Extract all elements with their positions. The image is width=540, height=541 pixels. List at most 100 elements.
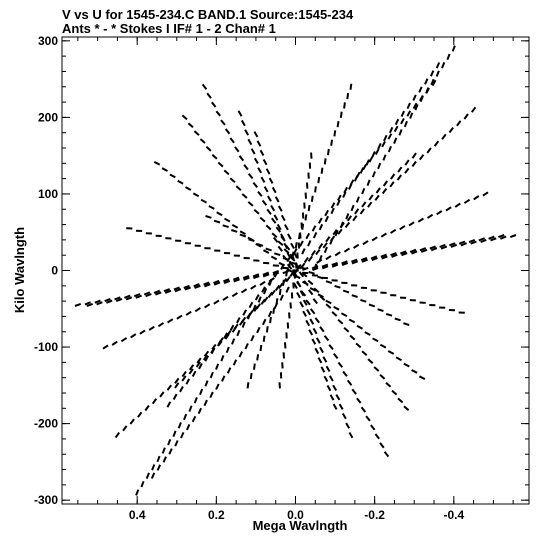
uv-point <box>380 232 387 238</box>
uv-point <box>256 140 262 147</box>
uv-point <box>247 138 253 146</box>
uv-point <box>463 113 469 120</box>
uv-point <box>198 363 203 370</box>
uv-point <box>429 70 435 77</box>
uv-point <box>397 166 403 173</box>
y-tick-label: 200 <box>38 110 58 124</box>
uv-point <box>226 367 232 374</box>
uv-point <box>291 251 295 258</box>
uv-point <box>250 284 257 290</box>
uv-point <box>275 226 282 233</box>
uv-point <box>267 291 273 298</box>
uv-point <box>296 280 302 287</box>
uv-point <box>393 137 398 144</box>
uv-point <box>199 138 206 144</box>
uv-point <box>371 151 376 158</box>
uv-point <box>349 83 353 90</box>
uv-point <box>286 252 292 259</box>
uv-point <box>463 198 471 204</box>
uv-point <box>355 196 360 203</box>
uv-track-12 <box>205 215 410 326</box>
uv-point <box>307 204 311 212</box>
uv-track-5 <box>316 191 489 264</box>
uv-point <box>253 305 259 312</box>
uv-point <box>271 217 277 224</box>
uv-point <box>408 221 415 227</box>
uv-point <box>224 333 230 340</box>
uv-point <box>246 382 250 389</box>
uv-point <box>167 318 174 324</box>
uv-point <box>339 111 343 118</box>
chart-title-line1: V vs U for 1545-234.C BAND.1 Source:1545… <box>62 7 354 22</box>
uv-point <box>333 130 337 137</box>
uv-point <box>114 432 121 439</box>
uv-point <box>229 177 236 184</box>
uv-point <box>191 415 197 423</box>
uv-point <box>403 405 410 412</box>
uv-point <box>482 191 489 197</box>
uv-point <box>325 255 332 261</box>
uv-point <box>275 298 279 305</box>
uv-point <box>382 180 389 187</box>
uv-point <box>341 261 349 267</box>
uv-point <box>360 406 367 413</box>
uv-point <box>336 120 340 128</box>
uv-point <box>243 164 249 171</box>
uv-point <box>280 214 286 222</box>
uv-point <box>303 256 309 264</box>
uv-point <box>120 337 128 343</box>
uv-point <box>205 146 212 152</box>
uv-point <box>430 247 438 252</box>
uv-point <box>331 261 338 266</box>
uv-point <box>340 312 348 317</box>
uv-point <box>229 137 235 144</box>
uv-point <box>208 205 215 210</box>
uv-point <box>343 326 350 333</box>
uv-point <box>280 233 285 240</box>
uv-point <box>231 229 238 233</box>
uv-point <box>231 224 239 229</box>
uv-point <box>294 274 301 280</box>
uv-point <box>318 243 324 250</box>
uv-point <box>426 147 432 154</box>
uv-point <box>362 240 369 246</box>
uv-point <box>274 284 281 291</box>
uv-point <box>312 327 318 335</box>
uv-point <box>278 261 285 267</box>
uv-point <box>325 236 331 243</box>
uv-point <box>203 399 208 407</box>
y-tick-label: -100 <box>34 340 58 354</box>
uv-point <box>242 309 247 316</box>
uv-point <box>274 252 281 257</box>
uv-point <box>235 185 242 191</box>
uv-point <box>164 289 172 294</box>
uv-point <box>362 164 367 171</box>
uv-point <box>156 464 162 471</box>
uv-point <box>406 110 412 117</box>
uv-track-8 <box>201 83 318 305</box>
uv-point <box>353 243 360 249</box>
uv-point <box>159 391 165 398</box>
uv-point <box>302 280 309 286</box>
uv-point <box>287 233 292 240</box>
uv-point <box>278 288 282 296</box>
uv-point <box>411 160 417 167</box>
uv-point <box>389 181 395 188</box>
uv-point <box>196 357 202 364</box>
uv-point <box>333 306 340 311</box>
uv-point <box>102 344 109 350</box>
uv-point <box>412 102 418 110</box>
uv-track-14 <box>166 79 437 408</box>
uv-point <box>451 45 456 52</box>
uv-point <box>420 248 428 253</box>
uv-point <box>259 280 266 286</box>
uv-point <box>318 223 324 231</box>
uv-point <box>246 312 252 319</box>
uv-point <box>174 382 180 389</box>
uv-point <box>231 292 238 298</box>
uv-point <box>336 199 341 207</box>
uv-point <box>349 179 355 186</box>
uv-point <box>350 204 355 212</box>
uv-point <box>223 279 231 285</box>
